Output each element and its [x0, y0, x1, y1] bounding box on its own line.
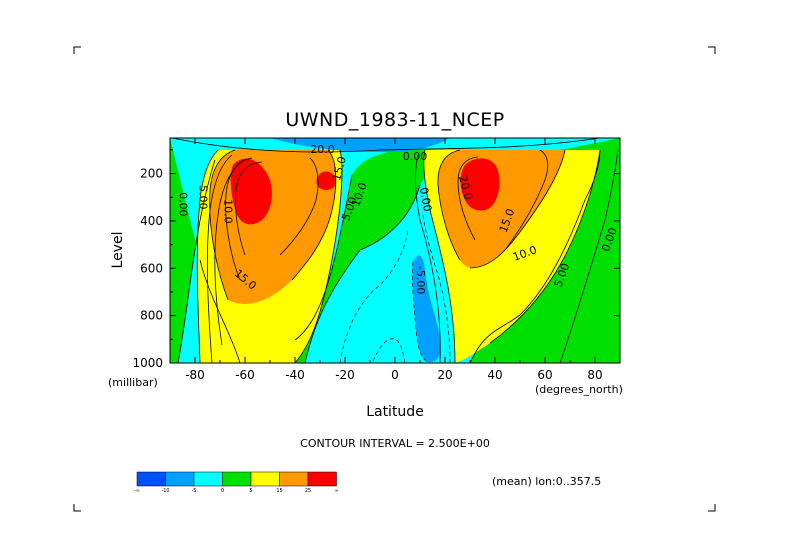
y-tick-label: 600	[140, 261, 163, 275]
y-tick-label: 1000	[132, 356, 163, 370]
x-tick-label: -60	[235, 368, 255, 382]
contour-label: -5.00	[414, 266, 427, 294]
x-axis-label: Latitude	[366, 404, 424, 420]
contour-label: 10.0	[222, 199, 235, 224]
contour-label: 0.00	[177, 192, 190, 217]
contour-label: 20.0	[456, 174, 475, 201]
contour-label: 0.00	[403, 150, 428, 163]
y-axis-unit: (millibar)	[108, 376, 158, 389]
colorbar-tick-label: -10	[161, 488, 169, 494]
x-axis: -80 -60 -40 -20 0 20 40 60 80	[169, 138, 621, 382]
contour-label: 0.00	[417, 186, 434, 212]
contour-label: 20.0	[310, 143, 335, 156]
colorbar-tick-label: 0	[221, 488, 224, 494]
chart-title: UWND_1983-11_NCEP	[285, 109, 504, 131]
strato-lightblue	[270, 138, 450, 152]
level-below-neg5-lightblue	[412, 255, 441, 362]
y-axis-label: Level	[110, 232, 126, 269]
x-axis-unit: (degrees_north)	[535, 383, 623, 396]
colorbar-tick-label: 25	[305, 488, 311, 494]
x-tick-label: -40	[285, 368, 305, 382]
x-tick-label: 60	[537, 368, 552, 382]
level-25-plus-red-southern	[230, 158, 272, 225]
level-25-plus-red-sub	[316, 171, 336, 190]
contour-label: 15.0	[330, 155, 349, 182]
x-tick-label: 20	[437, 368, 452, 382]
contour-lines	[171, 138, 619, 363]
colorbar-swatch	[222, 471, 252, 487]
colorbar-tick-label: 15	[276, 488, 282, 494]
x-tick-label: -20	[335, 368, 355, 382]
colorbar-tick-label: -5	[192, 488, 197, 494]
contour-label: 5.00	[197, 185, 210, 210]
negative-contour-lines	[339, 214, 451, 363]
x-tick-label: -80	[185, 368, 205, 382]
colorbar-swatch	[250, 471, 280, 487]
contour-interval-note: CONTOUR INTERVAL = 2.500E+00	[300, 437, 490, 450]
x-tick-label: 0	[391, 368, 399, 382]
x-tick-label: 80	[587, 368, 602, 382]
x-tick-label: 40	[487, 368, 502, 382]
mean-note: (mean) lon:0..357.5	[492, 475, 601, 488]
corner-marks	[73, 46, 716, 512]
colorbar-swatch	[279, 471, 309, 487]
y-tick-label: 200	[140, 167, 163, 181]
colorbar-swatch	[193, 471, 223, 487]
colorbar-tick-label: -∞	[134, 488, 140, 494]
colorbar-tick-label: ∞	[334, 488, 338, 494]
colorbar-tick-label: 5	[249, 488, 252, 494]
y-axis: 200 400 600 800 1000	[132, 149, 620, 370]
y-tick-label: 800	[140, 309, 163, 323]
level-25-plus-red-northern	[460, 158, 500, 211]
colorbar: -∞ -10 -5 0 5 15 25 ∞	[134, 471, 339, 494]
colorbar-swatch	[165, 471, 195, 487]
y-tick-label: 400	[140, 214, 163, 228]
colorbar-swatch	[307, 471, 337, 487]
colorbar-swatch	[136, 471, 166, 487]
